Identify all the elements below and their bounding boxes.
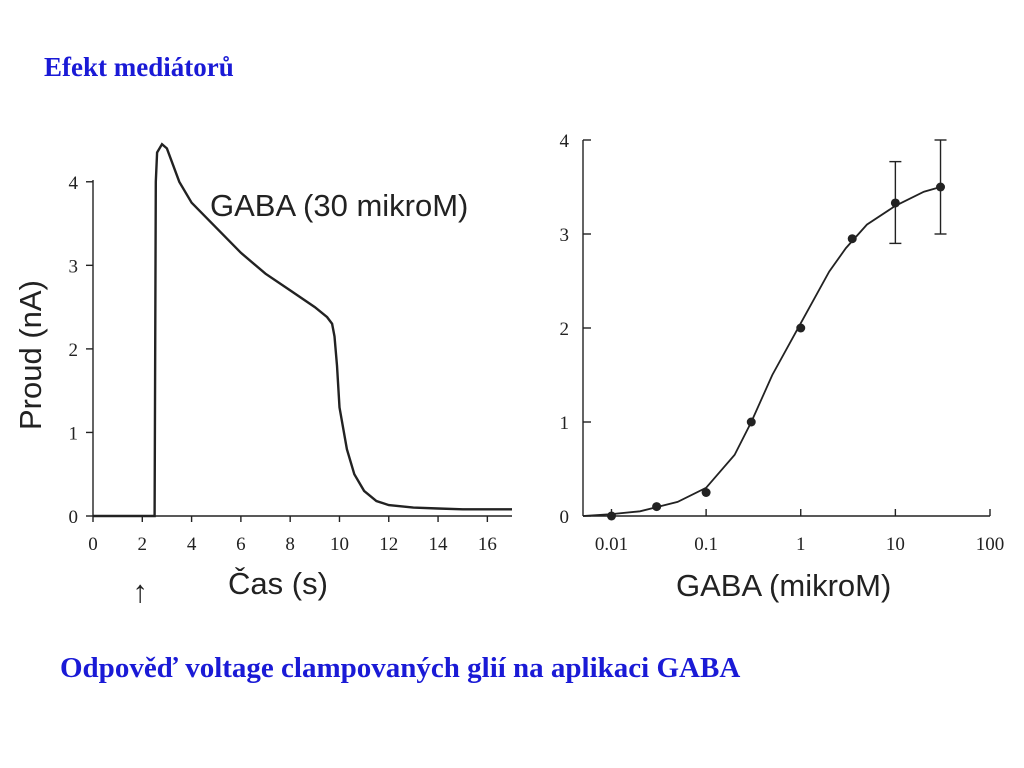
right-data-point (701, 488, 711, 497)
left-x-tick-label: 8 (285, 534, 295, 555)
right-data-point (606, 511, 616, 521)
left-current-trace (93, 142, 512, 518)
right-x-tick-label: 10 (886, 534, 905, 555)
left-annotation: GABA (30 mikroM) (210, 188, 468, 223)
right-fit-curve (582, 186, 941, 517)
right-y-tick-label: 2 (560, 319, 570, 340)
right-y-tick-label: 4 (560, 131, 570, 152)
right-x-tick-label: 0.1 (694, 534, 718, 555)
left-x-label: Čas (s) (228, 566, 328, 601)
right-data-point (796, 323, 806, 333)
right-data-point (936, 182, 946, 192)
page-title: Efekt mediátorů (44, 52, 234, 82)
right-data-point (652, 502, 662, 512)
left-x-tick-label: 2 (138, 534, 148, 555)
figure-caption: Odpověď voltage clampovaných glií na apl… (60, 652, 741, 684)
left-y-tick-label: 0 (69, 507, 79, 528)
left-y-tick-label: 4 (69, 173, 79, 194)
left-x-tick-label: 6 (236, 534, 246, 555)
left-y-tick-label: 1 (69, 423, 79, 444)
left-y-tick-label: 2 (69, 340, 79, 361)
right-data-point (890, 198, 900, 208)
right-y-tick-label: 1 (560, 413, 570, 434)
right-data-point (847, 234, 857, 244)
left-x-tick-label: 0 (88, 534, 98, 555)
left-x-tick-label: 12 (379, 534, 398, 555)
right-y-tick-label: 0 (560, 507, 570, 528)
right-x-tick-label: 1 (796, 534, 806, 555)
dose-response-chart: 0.01 0.1 1 10 100 0 1 2 3 4 GABA (mikroM) (560, 131, 1005, 603)
left-x-tick-label: 14 (429, 534, 449, 555)
right-data-point (746, 417, 756, 427)
left-x-tick-label: 4 (187, 534, 197, 555)
right-x-tick-label: 0.01 (595, 534, 628, 555)
right-x-label: GABA (mikroM) (676, 568, 891, 603)
left-x-tick-label: 10 (330, 534, 349, 555)
application-arrow-icon: ↑ (133, 574, 149, 609)
right-y-tick-label: 3 (560, 225, 570, 246)
right-x-tick-label: 100 (976, 534, 1005, 555)
left-y-tick-label: 3 (69, 256, 79, 277)
left-y-label: Proud (nA) (13, 280, 48, 430)
left-x-tick-label: 16 (478, 534, 497, 555)
